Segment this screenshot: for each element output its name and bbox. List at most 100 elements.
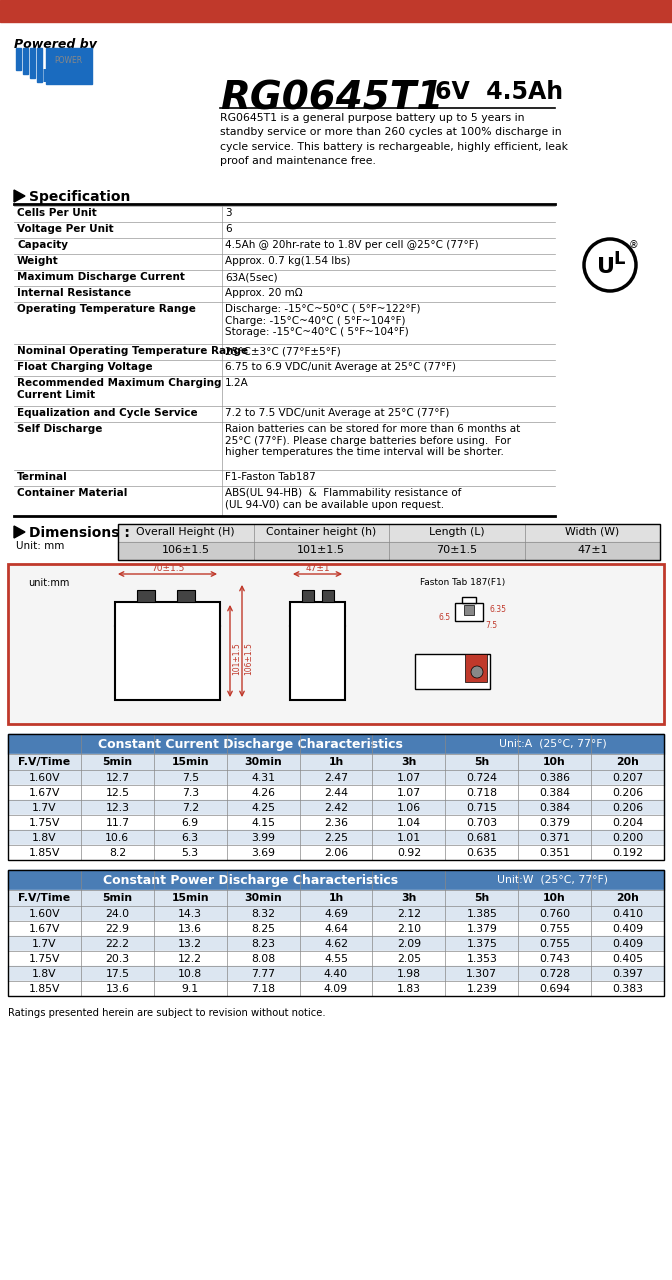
Text: 0.386: 0.386 — [539, 773, 570, 783]
Text: 1.01: 1.01 — [397, 833, 421, 844]
Text: Maximum Discharge Current: Maximum Discharge Current — [17, 271, 185, 282]
Text: 5h: 5h — [474, 756, 489, 767]
Text: 1.8V: 1.8V — [32, 969, 56, 979]
Text: 1.353: 1.353 — [466, 954, 497, 964]
Text: 1.307: 1.307 — [466, 969, 497, 979]
Text: Faston Tab 187(F1): Faston Tab 187(F1) — [420, 579, 505, 588]
Text: 6.3: 6.3 — [181, 833, 199, 844]
Bar — [8, 800, 664, 815]
Text: 1.7V: 1.7V — [32, 803, 56, 813]
Text: Self Discharge: Self Discharge — [17, 424, 102, 434]
Text: 7.2 to 7.5 VDC/unit Average at 25°C (77°F): 7.2 to 7.5 VDC/unit Average at 25°C (77°… — [225, 408, 450, 419]
Bar — [302, 590, 314, 602]
Bar — [464, 605, 474, 614]
Text: 1.60V: 1.60V — [29, 773, 60, 783]
Text: Length (L): Length (L) — [429, 527, 485, 538]
Text: 4.15: 4.15 — [251, 818, 275, 828]
Bar — [8, 890, 664, 906]
Text: 0.718: 0.718 — [466, 788, 497, 797]
Text: 20h: 20h — [616, 893, 639, 902]
Text: Unit: mm: Unit: mm — [16, 541, 65, 550]
Text: 0.206: 0.206 — [612, 803, 643, 813]
Text: 8.32: 8.32 — [251, 909, 275, 919]
Bar — [8, 733, 664, 754]
Text: 12.2: 12.2 — [178, 954, 202, 964]
Text: 9.1: 9.1 — [181, 984, 199, 995]
Text: 1h: 1h — [329, 893, 343, 902]
Text: 101±1.5: 101±1.5 — [297, 545, 345, 556]
Bar — [23, 47, 28, 74]
Text: 47±1: 47±1 — [577, 545, 607, 556]
Text: 11.7: 11.7 — [106, 818, 129, 828]
Text: 106±1.5: 106±1.5 — [244, 643, 253, 676]
Bar — [137, 590, 155, 602]
Text: Constant Power Discharge Characteristics: Constant Power Discharge Characteristics — [103, 874, 398, 887]
Text: 7.18: 7.18 — [251, 984, 275, 995]
Text: 3.99: 3.99 — [251, 833, 275, 844]
Text: 13.6: 13.6 — [106, 984, 129, 995]
Text: 22.9: 22.9 — [106, 924, 129, 934]
Text: 5h: 5h — [474, 893, 489, 902]
Text: 0.755: 0.755 — [539, 940, 570, 948]
Text: F.V/Time: F.V/Time — [18, 756, 71, 767]
Text: 4.31: 4.31 — [251, 773, 275, 783]
Text: Voltage Per Unit: Voltage Per Unit — [17, 224, 114, 234]
Text: 0.760: 0.760 — [539, 909, 571, 919]
Text: 12.3: 12.3 — [106, 803, 129, 813]
Text: 0.409: 0.409 — [612, 924, 643, 934]
Text: Raion batteries can be stored for more than 6 months at
25°C (77°F). Please char: Raion batteries can be stored for more t… — [225, 424, 520, 457]
Text: 5min: 5min — [102, 756, 132, 767]
Text: 0.92: 0.92 — [397, 847, 421, 858]
Text: 1.60V: 1.60V — [29, 909, 60, 919]
Text: 3.69: 3.69 — [251, 847, 275, 858]
Bar — [46, 47, 92, 84]
Text: 17.5: 17.5 — [106, 969, 129, 979]
Text: Specification: Specification — [29, 189, 130, 204]
Text: 2.12: 2.12 — [397, 909, 421, 919]
Text: 7.5: 7.5 — [485, 621, 497, 630]
Bar — [8, 980, 664, 996]
Text: 25°C±3°C (77°F±5°F): 25°C±3°C (77°F±5°F) — [225, 346, 341, 356]
Text: 4.26: 4.26 — [251, 788, 275, 797]
Text: 1.2A: 1.2A — [225, 378, 249, 388]
Text: 4.64: 4.64 — [324, 924, 348, 934]
Text: 0.681: 0.681 — [466, 833, 497, 844]
Text: 1.85V: 1.85V — [29, 847, 60, 858]
Text: 106±1.5: 106±1.5 — [162, 545, 210, 556]
Text: 1.385: 1.385 — [466, 909, 497, 919]
Bar — [8, 906, 664, 922]
Text: unit:mm: unit:mm — [28, 579, 69, 588]
Polygon shape — [14, 189, 25, 202]
Text: 1.85V: 1.85V — [29, 984, 60, 995]
Text: RG0645T1: RG0645T1 — [220, 79, 444, 118]
Bar — [290, 602, 345, 700]
Text: 0.703: 0.703 — [466, 818, 497, 828]
Text: Recommended Maximum Charging
Current Limit: Recommended Maximum Charging Current Lim… — [17, 378, 222, 399]
Text: 10h: 10h — [543, 893, 566, 902]
Text: 101±1.5: 101±1.5 — [232, 643, 241, 676]
Text: 0.409: 0.409 — [612, 940, 643, 948]
Text: Raion: Raion — [42, 68, 94, 86]
Text: 70±1.5: 70±1.5 — [151, 564, 184, 573]
Text: 10.6: 10.6 — [106, 833, 130, 844]
Text: 15min: 15min — [171, 893, 209, 902]
Text: 8.08: 8.08 — [251, 954, 275, 964]
Bar — [8, 951, 664, 966]
Text: 0.728: 0.728 — [539, 969, 570, 979]
Text: 0.410: 0.410 — [612, 909, 643, 919]
Text: 0.743: 0.743 — [539, 954, 570, 964]
Text: 8.25: 8.25 — [251, 924, 275, 934]
Text: 1.239: 1.239 — [466, 984, 497, 995]
Text: 3: 3 — [225, 207, 232, 218]
Bar — [455, 603, 483, 621]
Text: 8.23: 8.23 — [251, 940, 275, 948]
Text: L: L — [614, 250, 625, 268]
Text: 4.62: 4.62 — [324, 940, 348, 948]
Bar — [8, 771, 664, 785]
Text: 6.75 to 6.9 VDC/unit Average at 25°C (77°F): 6.75 to 6.9 VDC/unit Average at 25°C (77… — [225, 362, 456, 372]
Text: 4.25: 4.25 — [251, 803, 275, 813]
Bar — [8, 829, 664, 845]
Bar — [8, 870, 664, 890]
Text: Approx. 20 mΩ: Approx. 20 mΩ — [225, 288, 302, 298]
Text: 14.3: 14.3 — [178, 909, 202, 919]
